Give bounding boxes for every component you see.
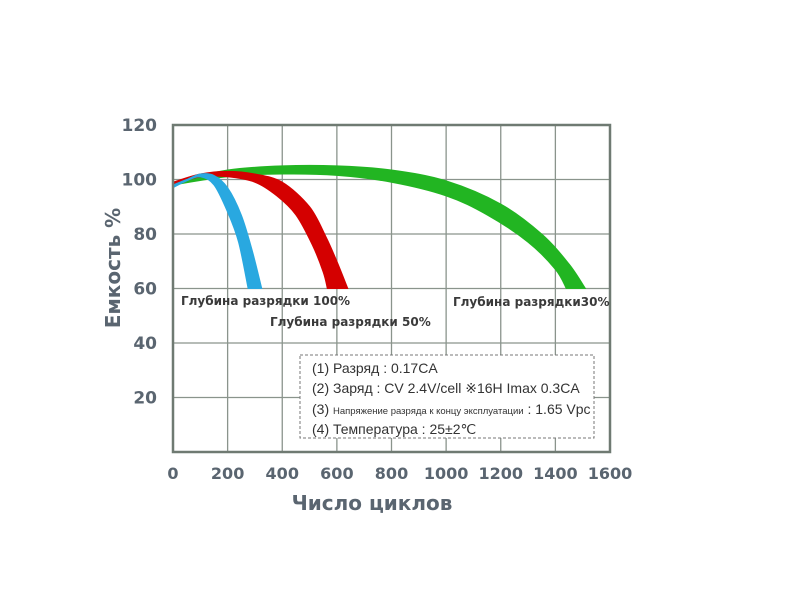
conditions-box-border [299,354,595,439]
note-end-voltage-label: Напряжение разряда к концу эксплуатации [333,406,524,417]
x-tick-label: 1200 [478,464,523,483]
conditions-box: (1) Разряд : 0.17CA (2) Заряд : CV 2.4V/… [299,354,595,439]
x-tick-label: 1000 [424,464,469,483]
x-tick-label: 200 [211,464,244,483]
label-depth-50: Глубина разрядки 50% [270,315,431,329]
x-tick-label: 400 [266,464,299,483]
note-discharge: (1) Разряд : 0.17CA [312,360,438,376]
y-tick-label: 20 [133,389,157,409]
y-tick-label: 120 [122,116,158,136]
y-tick-label: 80 [133,225,157,245]
series-bands [172,164,587,289]
y-tick-label: 40 [133,334,157,354]
x-axis-title: Число циклов [292,491,453,515]
series-band-1 [172,173,263,289]
x-tick-labels: 0 200 400 600 800 1000 1200 1400 1600 [167,464,632,483]
y-tick-label: 100 [122,171,158,191]
plot-frame [171,123,612,454]
note-end-voltage-prefix: (3) [312,401,333,417]
note-end-voltage: (3) Напряжение разряда к концу эксплуата… [312,401,591,417]
series-band-3 [172,164,587,289]
x-tick-label: 1400 [533,464,578,483]
x-tick-label: 800 [375,464,408,483]
series-band-2 [172,170,349,289]
y-axis-title: Емкость % [101,208,125,328]
x-tick-label: 600 [320,464,353,483]
x-tick-label: 0 [167,464,178,483]
note-temperature: (4) Температура : 25±2℃ [312,421,476,437]
y-tick-label: 60 [133,280,157,300]
y-tick-labels: 20 40 60 80 100 120 [122,116,158,409]
label-depth-100: Глубина разрядки 100% [181,294,350,308]
x-tick-label: 1600 [588,464,633,483]
note-end-voltage-value: : 1.65 Vpc [524,401,591,417]
label-depth-30: Глубина разрядки30% [453,295,610,309]
note-charge: (2) Заряд : CV 2.4V/cell ※16H Imax 0.3CA [312,380,580,396]
